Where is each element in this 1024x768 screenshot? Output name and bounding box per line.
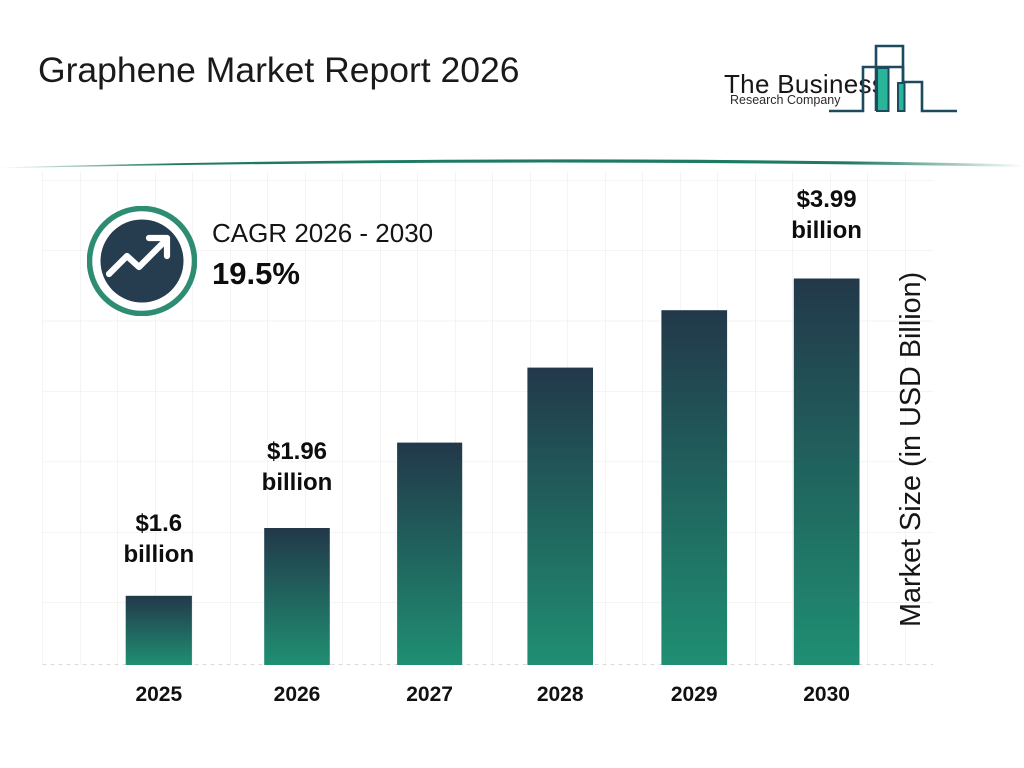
svg-text:Research Company: Research Company (730, 93, 841, 107)
